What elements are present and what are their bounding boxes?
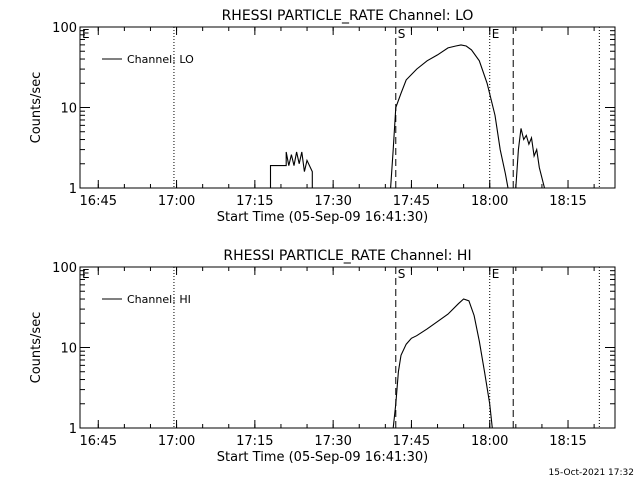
y-tick-label: 100	[52, 21, 77, 36]
x-tick-label: 16:45	[80, 194, 117, 209]
x-tick-label: 17:15	[236, 194, 273, 209]
y-tick-label: 10	[60, 342, 77, 357]
footer-timestamp: 15-Oct-2021 17:32	[548, 468, 634, 478]
y-tick-label: 1	[69, 182, 77, 197]
x-tick-label: 16:45	[80, 434, 117, 449]
x-axis-label: Start Time (05-Sep-09 16:41:30)	[217, 210, 428, 225]
x-tick-label: 18:00	[471, 434, 508, 449]
legend-label: Channel: LO	[127, 53, 194, 66]
x-tick-label: 17:30	[314, 194, 351, 209]
y-tick-label: 10	[60, 102, 77, 117]
x-axis-label: Start Time (05-Sep-09 16:41:30)	[217, 450, 428, 465]
x-tick-label: 17:00	[158, 434, 195, 449]
x-tick-label: 18:00	[471, 194, 508, 209]
y-tick-label: 100	[52, 261, 77, 276]
x-tick-label: 17:45	[393, 194, 430, 209]
x-tick-label: 17:45	[393, 434, 430, 449]
marker-label: S	[398, 267, 406, 281]
legend-label: Channel: HI	[127, 293, 191, 306]
marker-label: E	[492, 267, 500, 281]
marker-label: S	[398, 27, 406, 41]
marker-label: E	[82, 27, 90, 41]
y-tick-label: 1	[69, 422, 77, 437]
series-line	[269, 44, 546, 188]
chart-panel-2: RHESSI PARTICLE_RATE Channel: HI 1 10 100 16…	[29, 248, 616, 465]
x-tick-label: 18:15	[549, 434, 586, 449]
y-axis-label: Counts/sec	[29, 72, 44, 144]
chart-title: RHESSI PARTICLE_RATE Channel: LO	[222, 8, 474, 24]
chart-panel-1: RHESSI PARTICLE_RATE Channel: LO 1 10 100 16…	[29, 8, 616, 225]
x-tick-label: 17:30	[314, 434, 351, 449]
x-tick-label: 18:15	[549, 194, 586, 209]
series-line	[392, 298, 493, 428]
x-tick-label: 17:00	[158, 194, 195, 209]
marker-label: E	[492, 27, 500, 41]
y-axis-label: Counts/sec	[29, 312, 44, 384]
plot-frame	[79, 26, 616, 189]
x-tick-label: 17:15	[236, 434, 273, 449]
plot-frame	[79, 266, 616, 429]
marker-label: E	[82, 267, 90, 281]
chart-title: RHESSI PARTICLE_RATE Channel: HI	[223, 248, 471, 264]
